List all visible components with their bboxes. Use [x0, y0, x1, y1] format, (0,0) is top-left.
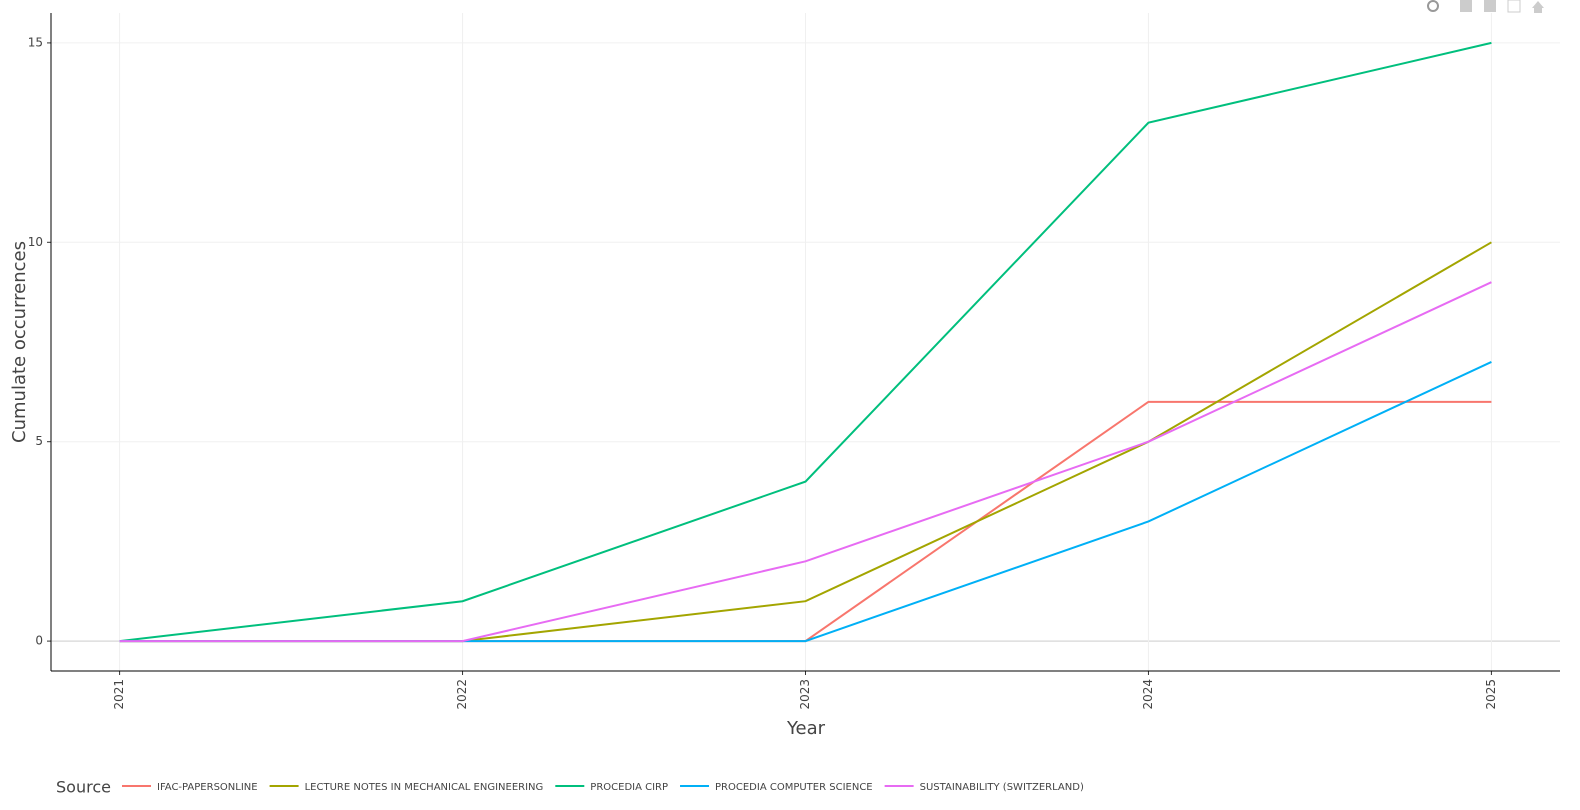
- reset-icon[interactable]: [1532, 1, 1544, 13]
- legend-title: Source: [56, 778, 111, 797]
- series-line: [119, 41, 1492, 643]
- y-tick-label: 15: [28, 35, 43, 49]
- legend-label: IFAC-PAPERSONLINE: [157, 782, 258, 793]
- zoom-out-icon[interactable]: [1484, 0, 1496, 12]
- x-tick-label: 2023: [798, 679, 812, 710]
- x-axis-title: Year: [786, 718, 826, 739]
- y-tick-label: 0: [35, 634, 43, 648]
- zoom-in-icon[interactable]: [1460, 0, 1472, 12]
- legend-label: LECTURE NOTES IN MECHANICAL ENGINEERING: [305, 782, 544, 793]
- modebar[interactable]: [1427, 0, 1544, 13]
- y-tick-label: 5: [35, 434, 43, 448]
- y-tick-label: 10: [28, 235, 43, 249]
- legend-label: PROCEDIA COMPUTER SCIENCE: [715, 782, 873, 793]
- x-tick-label: 2022: [455, 679, 469, 710]
- legend-label: PROCEDIA CIRP: [590, 782, 668, 793]
- zoom-icon[interactable]: [1427, 0, 1439, 12]
- x-tick-label: 2025: [1484, 679, 1498, 710]
- y-axis-title: Cumulate occurrences: [9, 241, 30, 443]
- series-line: [119, 281, 1492, 643]
- x-tick-label: 2024: [1141, 679, 1155, 710]
- x-tick-label: 2021: [112, 679, 126, 710]
- autoscale-icon[interactable]: [1507, 0, 1521, 13]
- legend-label: SUSTAINABILITY (SWITZERLAND): [920, 782, 1084, 793]
